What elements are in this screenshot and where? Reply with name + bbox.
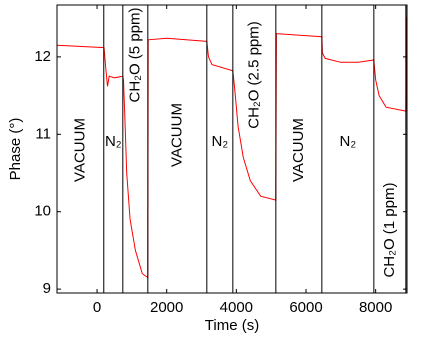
annotation: CH₂O (5 ppm) — [126, 7, 143, 102]
y-axis-label: Phase (°) — [7, 118, 24, 181]
annotation: VACUUM — [290, 118, 307, 182]
y-tick-label: 12 — [34, 48, 51, 65]
x-tick-label: 6000 — [289, 299, 322, 316]
y-tick-label: 11 — [35, 125, 51, 142]
x-tick-label: 8000 — [359, 299, 392, 316]
plot-frame — [56, 4, 408, 294]
y-tick-label: 10 — [34, 203, 51, 220]
x-tick-label: 2000 — [150, 299, 183, 316]
annotation: VACUUM — [71, 118, 88, 182]
x-tick-label: 4000 — [220, 299, 253, 316]
annotation: N₂ — [212, 133, 229, 150]
x-tick-label: 0 — [93, 299, 101, 316]
x-axis-label: Time (s) — [205, 317, 259, 334]
annotation: N₂ — [105, 133, 122, 150]
annotation: N₂ — [340, 133, 357, 150]
annotation: CH₂O (1 ppm) — [381, 182, 398, 277]
annotation: CH₂O (2.5 ppm) — [245, 21, 262, 129]
y-tick-label: 9 — [43, 280, 51, 297]
annotation: VACUUM — [168, 103, 185, 167]
